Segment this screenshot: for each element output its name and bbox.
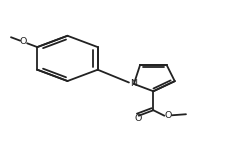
Text: O: O: [164, 111, 172, 120]
Text: N: N: [130, 79, 137, 88]
Text: O: O: [20, 38, 27, 46]
Text: O: O: [135, 114, 142, 123]
